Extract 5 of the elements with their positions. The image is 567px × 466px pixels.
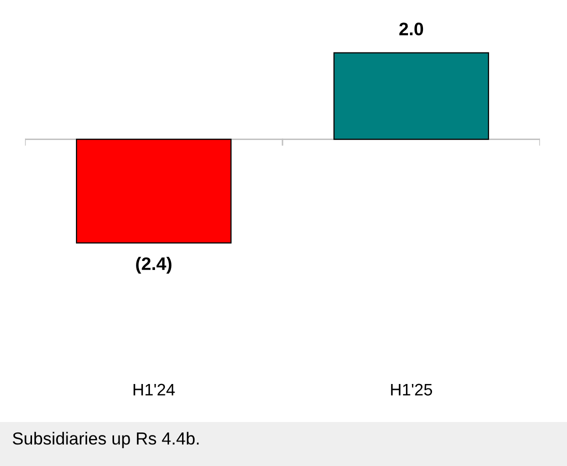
data-label: (2.4) xyxy=(136,256,172,274)
data-label: 2.0 xyxy=(399,22,424,36)
x-tick-label: H1'24 xyxy=(134,384,175,396)
x-tick-label: H1'25 xyxy=(391,384,432,396)
text: Subsidiaries up Rs 4.4b. xyxy=(12,432,199,448)
